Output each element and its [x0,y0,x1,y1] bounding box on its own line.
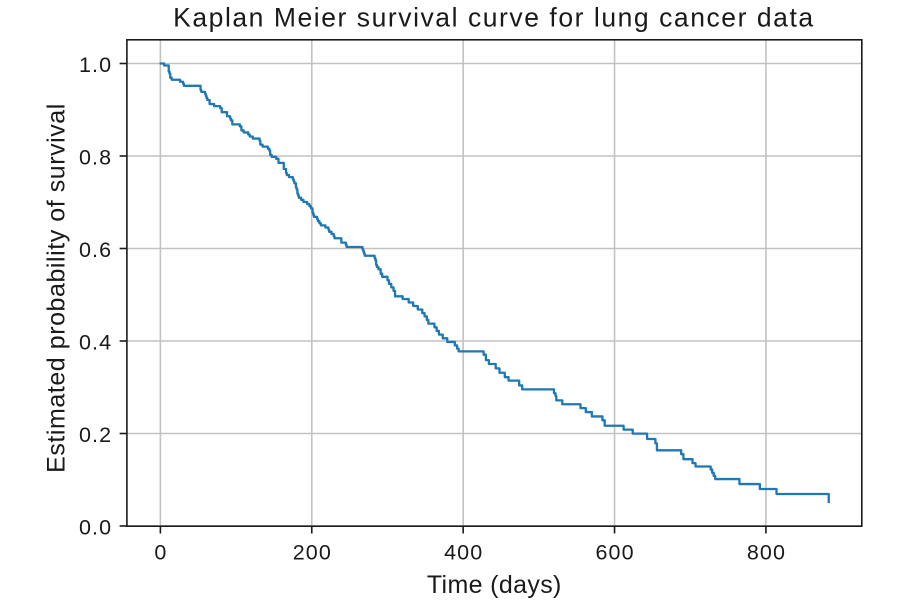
svg-text:Kaplan Meier survival curve fo: Kaplan Meier survival curve for lung can… [173,3,814,33]
svg-text:0.4: 0.4 [79,331,112,355]
svg-text:600: 600 [596,540,635,564]
svg-text:1.0: 1.0 [79,53,112,77]
svg-text:0.6: 0.6 [79,238,112,262]
svg-text:400: 400 [444,540,483,564]
svg-text:0.2: 0.2 [79,423,112,447]
svg-text:Estimated probability of survi: Estimated probability of survival [42,103,70,473]
svg-text:0: 0 [154,540,167,564]
svg-text:Time (days): Time (days) [427,571,562,599]
svg-text:0.8: 0.8 [79,146,112,170]
svg-text:800: 800 [747,540,786,564]
svg-text:200: 200 [293,540,332,564]
svg-text:0.0: 0.0 [79,516,112,540]
